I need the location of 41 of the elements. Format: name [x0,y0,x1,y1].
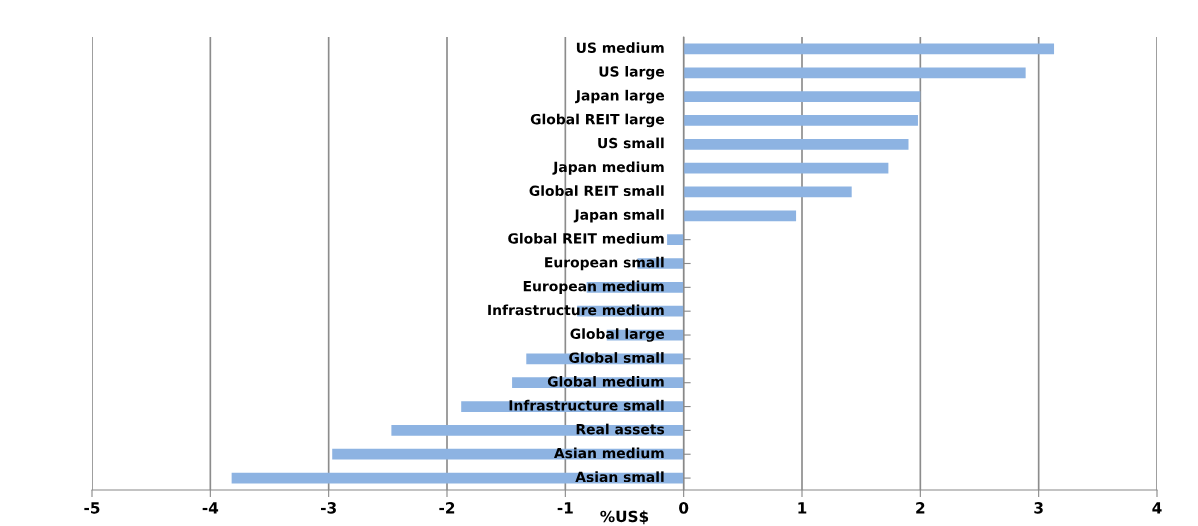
y-tick-label: Real assets [576,423,665,435]
y-tick-label: Global small [569,352,664,363]
bar [683,138,909,150]
y-tick-label: European small [545,256,664,271]
bar [683,186,852,198]
bar [391,425,684,436]
x-axis-title: %US$ [600,510,649,525]
x-tick-label: 3 [1034,502,1043,514]
y-tick-label: Global REIT small [529,185,664,196]
y-tick-label: Infrastructure medium [488,304,664,316]
y-tick-label: Asian small [575,471,664,483]
y-tick-label: US small [598,137,664,149]
y-tick-label: Global large [570,328,665,342]
x-tick-label: 0 [679,502,689,514]
bar [332,448,684,460]
y-tick-label: Japan medium [552,161,664,175]
bar [683,43,1055,55]
bar [683,162,889,174]
x-tick-label: -5 [84,502,100,514]
y-tick-label: Japan large [575,89,665,104]
x-tick-label: -1 [557,502,573,514]
bar [667,234,684,246]
bar [683,210,797,222]
y-tick-label: Japan small [573,209,664,223]
y-tick-label: Asian medium [553,447,664,459]
x-tick-label: 2 [916,502,925,514]
bar [683,67,1026,79]
x-tick-label: -4 [202,502,219,514]
y-tick-label: Infrastructure small [509,399,664,411]
x-tick-label: -2 [439,502,455,514]
x-tick-label: 1 [798,502,807,514]
y-tick-label: Global REIT medium [508,232,664,244]
bar [683,115,918,126]
x-tick-label: 4 [1152,502,1162,514]
y-tick-label: US large [599,65,665,80]
y-tick-label: Global medium [547,375,664,387]
y-tick-label: Global REIT large [530,113,665,128]
x-tick-label: -3 [321,502,336,514]
bar [683,91,921,102]
y-tick-label: US medium [576,42,664,53]
y-tick-label: European medium [523,280,664,295]
